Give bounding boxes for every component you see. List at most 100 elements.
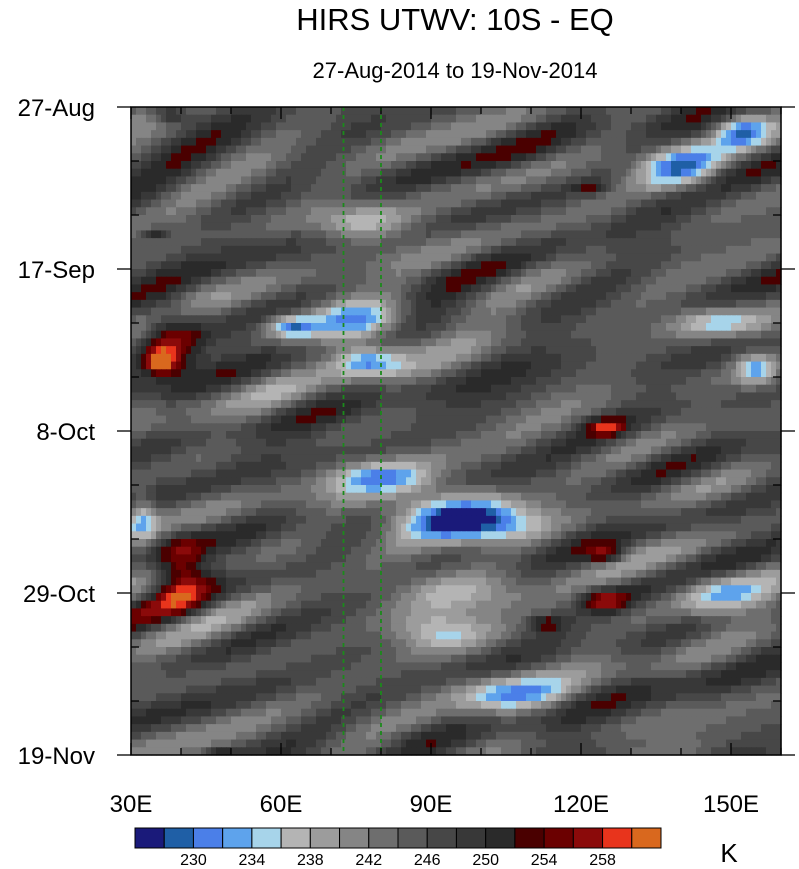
heatmap-cell: [406, 292, 412, 301]
heatmap-cell: [416, 292, 422, 301]
heatmap-cell: [711, 276, 717, 286]
heatmap-cell: [431, 323, 437, 332]
heatmap-cell: [681, 222, 687, 232]
heatmap-cell: [681, 384, 687, 394]
heatmap-cell: [446, 161, 452, 170]
heatmap-cell: [631, 369, 637, 378]
heatmap-cell: [541, 377, 547, 386]
heatmap-cell: [376, 137, 382, 147]
heatmap-cell: [751, 261, 757, 270]
heatmap-cell: [426, 184, 432, 193]
heatmap-cell: [556, 292, 562, 301]
heatmap-cell: [376, 392, 382, 401]
heatmap-cell: [751, 315, 757, 324]
heatmap-cell: [321, 269, 327, 278]
heatmap-cell: [181, 122, 187, 131]
heatmap-cell: [161, 299, 167, 309]
heatmap-cell: [766, 299, 772, 309]
heatmap-cell: [651, 161, 657, 170]
heatmap-cell: [626, 353, 632, 363]
heatmap-cell: [531, 392, 537, 401]
heatmap-cell: [301, 400, 307, 409]
heatmap-cell: [391, 307, 397, 316]
heatmap-cell: [406, 114, 412, 124]
heatmap-cell: [741, 269, 747, 278]
heatmap-cell: [336, 122, 342, 131]
heatmap-cell: [166, 346, 172, 355]
heatmap-cell: [601, 238, 607, 247]
heatmap-cell: [196, 222, 202, 232]
heatmap-cell: [426, 199, 432, 208]
heatmap-cell: [436, 330, 442, 340]
heatmap-cell: [241, 107, 247, 116]
heatmap-cell: [351, 168, 357, 178]
heatmap-cell: [146, 338, 152, 347]
heatmap-cell: [336, 338, 342, 347]
heatmap-cell: [211, 222, 217, 232]
heatmap-cell: [291, 261, 297, 270]
heatmap-cell: [521, 107, 527, 116]
heatmap-cell: [511, 245, 517, 255]
heatmap-cell: [401, 369, 407, 378]
heatmap-cell: [171, 107, 177, 116]
heatmap-cell: [261, 245, 267, 255]
heatmap-cell: [161, 130, 167, 139]
heatmap-cell: [416, 199, 422, 208]
heatmap-cell: [436, 161, 442, 170]
heatmap-cell: [146, 184, 152, 193]
heatmap-cell: [231, 176, 237, 185]
heatmap-cell: [771, 377, 777, 386]
heatmap-cell: [206, 130, 212, 139]
heatmap-cell: [666, 307, 672, 316]
heatmap-cell: [351, 122, 357, 131]
heatmap-cell: [191, 323, 197, 332]
heatmap-cell: [751, 161, 757, 170]
heatmap-cell: [431, 284, 437, 293]
heatmap-cell: [676, 199, 682, 208]
heatmap-cell: [296, 361, 302, 370]
heatmap-cell: [326, 161, 332, 170]
heatmap-cell: [631, 353, 637, 363]
heatmap-cell: [151, 145, 157, 154]
heatmap-cell: [711, 299, 717, 309]
heatmap-cell: [766, 261, 772, 270]
heatmap-cell: [681, 307, 687, 316]
heatmap-cell: [541, 284, 547, 293]
heatmap-cell: [416, 299, 422, 309]
heatmap-cell: [776, 261, 782, 270]
heatmap-cell: [311, 122, 317, 131]
heatmap-cell: [721, 137, 727, 147]
heatmap-cell: [241, 153, 247, 162]
heatmap-cell: [336, 384, 342, 394]
heatmap-cell: [491, 307, 497, 316]
heatmap-cell: [281, 245, 287, 255]
heatmap-cell: [496, 207, 502, 216]
heatmap-cell: [716, 114, 722, 124]
heatmap-cell: [366, 338, 372, 347]
heatmap-cell: [156, 245, 162, 255]
heatmap-cell: [651, 346, 657, 355]
heatmap-cell: [271, 222, 277, 232]
heatmap-cell: [546, 276, 552, 286]
heatmap-cell: [231, 161, 237, 170]
heatmap-cell: [761, 191, 767, 201]
heatmap-cell: [676, 299, 682, 309]
heatmap-cell: [656, 130, 662, 139]
heatmap-cell: [476, 215, 482, 224]
heatmap-cell: [741, 292, 747, 301]
heatmap-cell: [276, 245, 282, 255]
heatmap-cell: [766, 191, 772, 201]
heatmap-cell: [316, 191, 322, 201]
heatmap-cell: [156, 122, 162, 131]
heatmap-cell: [236, 299, 242, 309]
heatmap-cell: [201, 307, 207, 316]
heatmap-cell: [631, 269, 637, 278]
heatmap-cell: [621, 137, 627, 147]
heatmap-cell: [761, 361, 767, 370]
heatmap-cell: [301, 215, 307, 224]
heatmap-cell: [591, 215, 597, 224]
heatmap-cell: [361, 176, 367, 185]
heatmap-cell: [406, 230, 412, 239]
heatmap-cell: [401, 315, 407, 324]
heatmap-cell: [661, 153, 667, 162]
